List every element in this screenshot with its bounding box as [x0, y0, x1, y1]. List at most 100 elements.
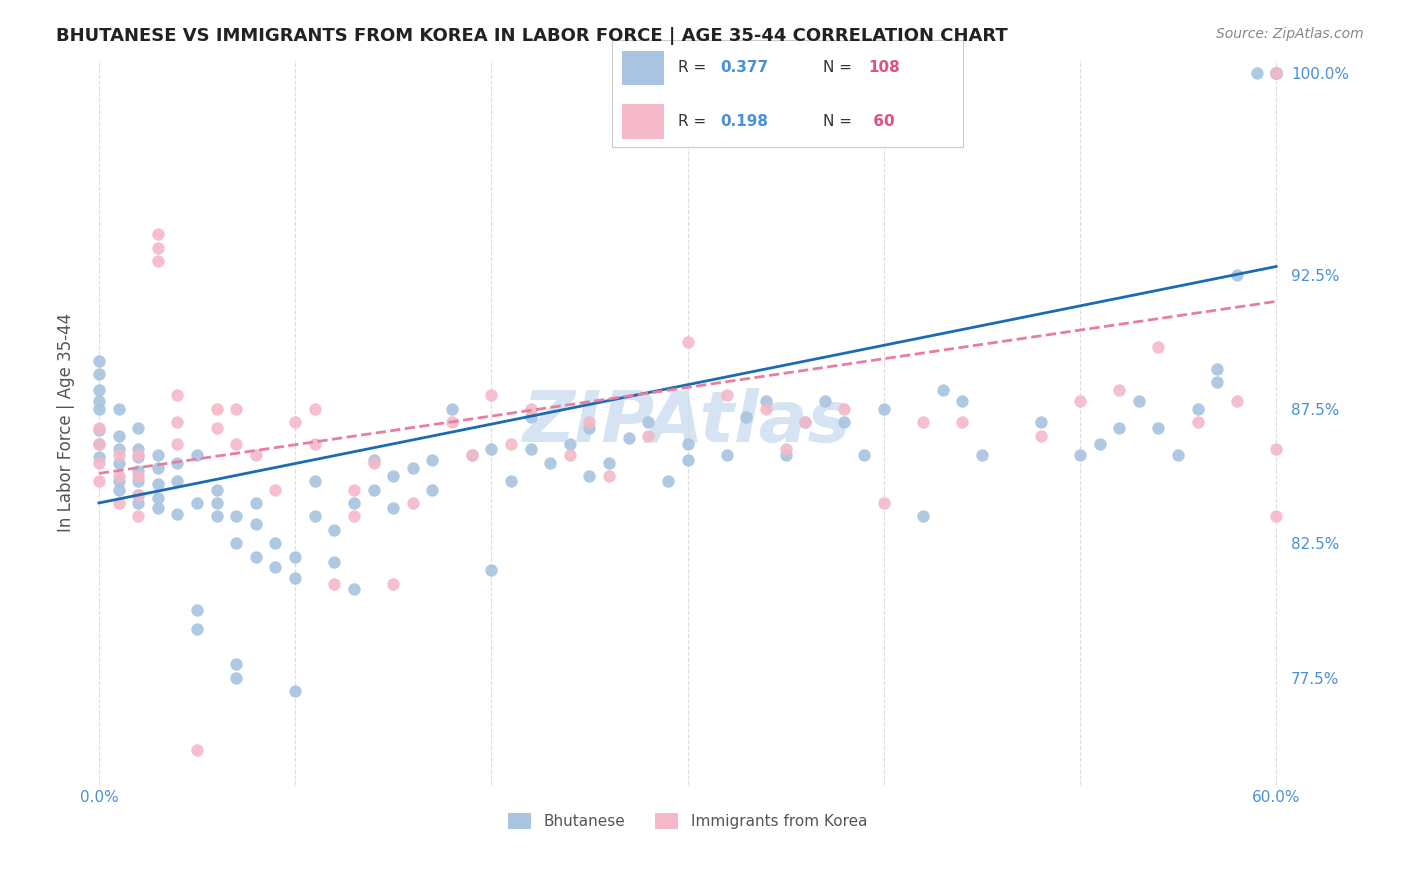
Point	[1069, 393, 1091, 408]
Point	[107, 483, 129, 497]
Point	[284, 549, 307, 564]
Point	[166, 456, 188, 470]
Point	[146, 254, 169, 268]
Point	[304, 437, 326, 451]
Point	[127, 488, 149, 502]
Point	[107, 429, 129, 443]
Point	[205, 509, 228, 524]
Point	[205, 496, 228, 510]
Point	[1265, 66, 1288, 80]
Point	[873, 496, 896, 510]
Point	[519, 401, 541, 416]
Point	[676, 437, 699, 451]
Point	[107, 448, 129, 462]
Point	[538, 456, 561, 470]
Point	[284, 571, 307, 585]
Point	[1108, 421, 1130, 435]
Point	[146, 461, 169, 475]
Y-axis label: In Labor Force | Age 35-44: In Labor Force | Age 35-44	[58, 313, 75, 532]
Point	[460, 448, 482, 462]
Point	[814, 393, 837, 408]
Point	[205, 483, 228, 497]
Point	[127, 450, 149, 465]
Point	[676, 334, 699, 349]
Point	[1147, 421, 1170, 435]
Point	[499, 437, 522, 451]
Point	[107, 496, 129, 510]
Point	[1029, 429, 1052, 443]
Point	[1246, 66, 1268, 80]
Text: BHUTANESE VS IMMIGRANTS FROM KOREA IN LABOR FORCE | AGE 35-44 CORRELATION CHART: BHUTANESE VS IMMIGRANTS FROM KOREA IN LA…	[56, 27, 1008, 45]
Point	[166, 437, 188, 451]
Point	[479, 388, 502, 402]
Point	[1226, 268, 1249, 282]
Point	[1265, 66, 1288, 80]
Point	[87, 437, 110, 451]
Point	[87, 383, 110, 397]
Text: N =: N =	[823, 114, 856, 129]
Point	[127, 448, 149, 462]
Point	[127, 509, 149, 524]
Point	[402, 496, 425, 510]
Point	[107, 401, 129, 416]
Point	[264, 560, 287, 574]
Point	[166, 415, 188, 429]
Point	[1206, 361, 1229, 376]
Point	[1187, 401, 1209, 416]
Point	[499, 475, 522, 489]
Point	[107, 475, 129, 489]
Point	[146, 501, 169, 516]
Point	[578, 415, 600, 429]
Point	[323, 523, 346, 537]
Point	[1265, 66, 1288, 80]
Point	[1088, 437, 1111, 451]
Point	[598, 469, 620, 483]
Point	[834, 415, 856, 429]
Point	[107, 456, 129, 470]
Point	[775, 442, 797, 457]
Point	[245, 549, 267, 564]
Point	[479, 563, 502, 577]
Point	[479, 442, 502, 457]
Point	[245, 448, 267, 462]
Point	[1265, 66, 1288, 80]
Point	[166, 507, 188, 521]
Point	[304, 509, 326, 524]
Point	[970, 448, 993, 462]
Point	[127, 469, 149, 483]
Point	[343, 509, 366, 524]
Point	[402, 461, 425, 475]
Point	[1167, 448, 1189, 462]
Point	[460, 448, 482, 462]
Point	[1069, 448, 1091, 462]
Point	[87, 437, 110, 451]
Point	[519, 409, 541, 424]
Point	[146, 477, 169, 491]
Point	[755, 393, 778, 408]
Point	[166, 388, 188, 402]
Point	[363, 483, 385, 497]
Point	[519, 442, 541, 457]
Point	[363, 453, 385, 467]
Point	[87, 450, 110, 465]
Point	[264, 483, 287, 497]
Point	[1206, 375, 1229, 389]
Point	[735, 409, 758, 424]
Point	[1265, 66, 1288, 80]
Point	[304, 401, 326, 416]
Point	[441, 415, 464, 429]
Point	[225, 401, 247, 416]
Point	[853, 448, 876, 462]
Point	[87, 393, 110, 408]
Point	[87, 353, 110, 368]
Point	[775, 448, 797, 462]
Point	[127, 488, 149, 502]
Point	[304, 475, 326, 489]
Point	[343, 582, 366, 596]
Point	[755, 401, 778, 416]
Point	[87, 421, 110, 435]
FancyBboxPatch shape	[621, 104, 665, 138]
Point	[225, 437, 247, 451]
Point	[107, 469, 129, 483]
Point	[950, 415, 973, 429]
